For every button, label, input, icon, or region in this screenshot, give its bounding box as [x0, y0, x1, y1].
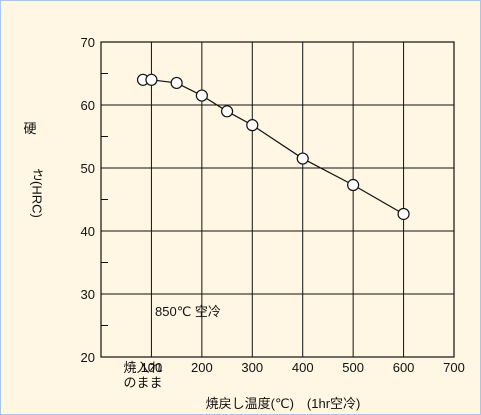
data-point — [195, 89, 208, 102]
first-category-label-line1: 焼入れ — [123, 360, 162, 375]
y-axis-label: さ(HRC) — [30, 168, 45, 218]
y-tick-label: 60 — [81, 98, 95, 113]
axes — [100, 41, 455, 358]
y-tick-label: 20 — [81, 350, 95, 365]
data-point — [220, 105, 234, 118]
data-point — [347, 178, 360, 192]
data-point — [170, 76, 183, 90]
x-tick-label: 300 — [241, 360, 263, 375]
y-axis-label-top: 硬 — [23, 121, 36, 136]
data-series — [136, 73, 410, 221]
data-point — [296, 152, 309, 165]
data-point — [397, 207, 410, 221]
x-tick-label: 600 — [393, 360, 415, 375]
y-tick-label: 50 — [81, 161, 95, 176]
data-point — [145, 73, 158, 86]
y-tick-label: 40 — [81, 224, 95, 239]
first-category-label-line2: のまま — [123, 375, 162, 390]
tick-labels: 20 30 40 50 60 70 100 200 300 400 500 600 700 — [81, 35, 465, 375]
annotation-label: 850℃ 空冷 — [155, 304, 221, 319]
plot-frame — [100, 41, 455, 358]
grid-lines — [101, 41, 455, 358]
y-tick-label: 30 — [81, 287, 95, 302]
x-tick-label: 500 — [342, 360, 364, 375]
data-point — [246, 119, 259, 132]
x-tick-label: 400 — [292, 360, 314, 375]
series-line — [143, 79, 404, 215]
x-tick-label: 700 — [443, 360, 465, 375]
x-tick-label: 100 — [141, 360, 163, 375]
x-tick-label: 200 — [191, 360, 213, 375]
y-tick-label: 70 — [81, 35, 95, 50]
x-axis-label: 焼戻し温度(℃) (1hr空冷) — [206, 396, 361, 411]
